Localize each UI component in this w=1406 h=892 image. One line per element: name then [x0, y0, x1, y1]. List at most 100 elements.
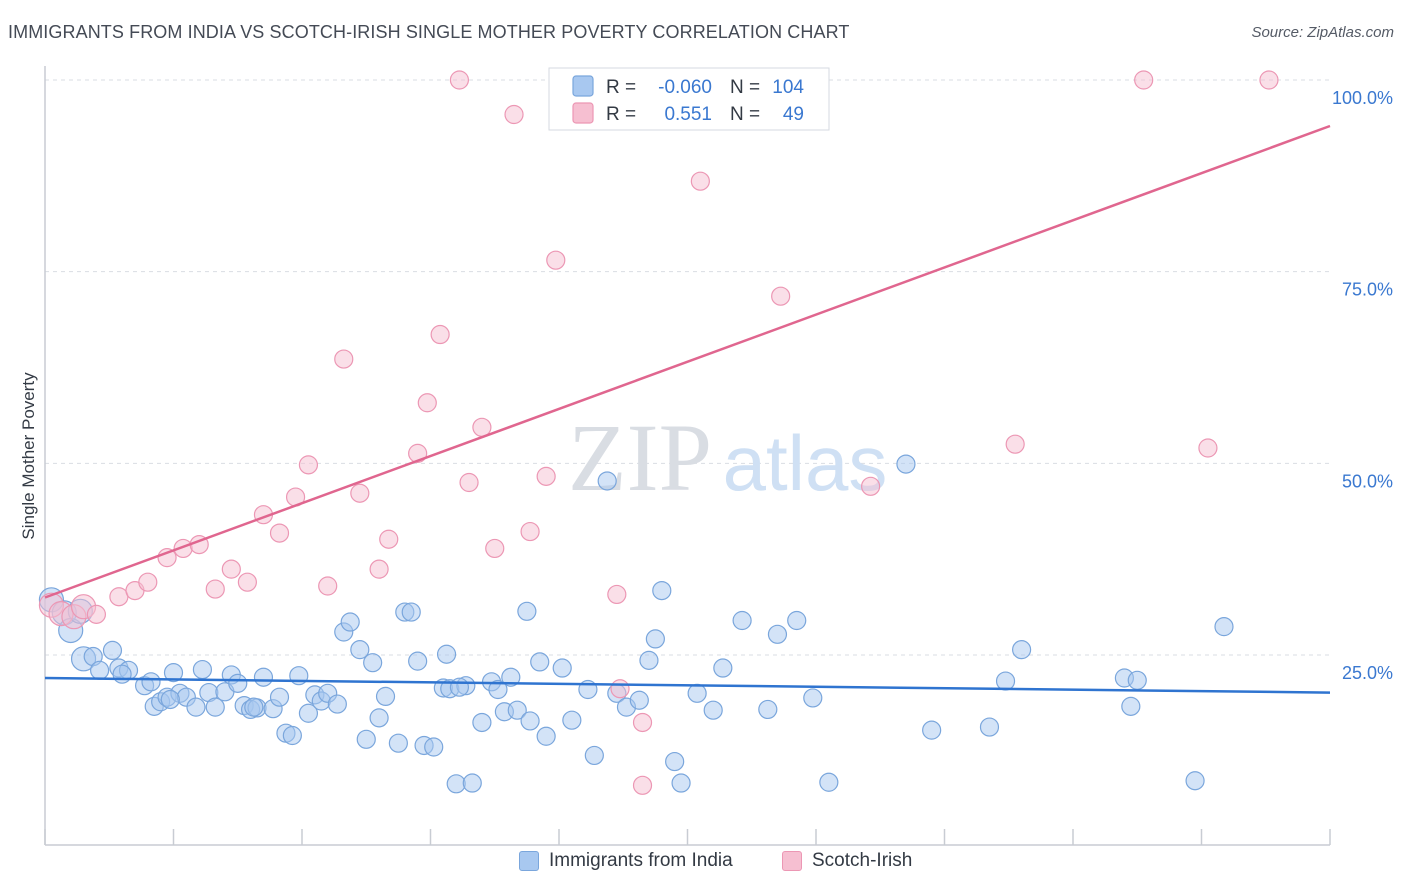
point-india: [369, 708, 389, 728]
point-india: [408, 651, 428, 671]
point-scotch-irish: [221, 559, 241, 579]
point-scotch-irish: [607, 584, 627, 605]
point-india: [424, 737, 444, 757]
point-scotch-irish: [504, 104, 524, 125]
y-axis-label: Single Mother Poverty: [19, 372, 38, 540]
series-scotch-irish-points: [38, 70, 1279, 795]
chart-title: IMMIGRANTS FROM INDIA VS SCOTCH-IRISH SI…: [8, 22, 850, 42]
point-india: [665, 751, 685, 772]
y-tick-label: 25.0%: [1342, 663, 1393, 683]
legend-item-india: Immigrants from India: [519, 850, 733, 872]
watermark-atlas: atlas: [723, 419, 888, 507]
point-scotch-irish: [632, 712, 653, 733]
legend-n-label-india: N =: [730, 77, 760, 98]
point-india: [652, 580, 672, 601]
point-scotch-irish: [520, 521, 540, 542]
point-india: [1011, 640, 1032, 660]
watermark: ZIP atlas: [568, 404, 887, 511]
legend-top: R = -0.060 N = 104 R = 0.551 N = 49: [548, 67, 830, 131]
legend-n-value-india: 104: [772, 77, 804, 98]
point-scotch-irish: [1198, 438, 1218, 458]
legend-r-value-scotch-irish: 0.551: [664, 104, 712, 125]
watermark-zip: ZIP: [568, 404, 712, 511]
y-tick-label: 50.0%: [1342, 471, 1393, 491]
point-india: [584, 745, 604, 766]
point-india: [520, 711, 540, 731]
point-scotch-irish: [449, 70, 470, 90]
point-india: [703, 700, 723, 720]
point-india: [1214, 617, 1234, 637]
point-india: [356, 729, 376, 749]
trendlines: [44, 124, 1331, 694]
trendline-scotch-irish: [44, 124, 1331, 599]
point-scotch-irish: [1005, 434, 1025, 454]
legend-bottom-swatch-scotch-irish: [782, 851, 802, 871]
point-india: [530, 652, 550, 672]
point-scotch-irish: [109, 587, 129, 607]
point-india: [803, 688, 823, 708]
point-india: [363, 653, 383, 673]
point-india: [1185, 771, 1205, 791]
legend-bottom: Immigrants from India Scotch-Irish: [0, 850, 1406, 878]
point-india: [102, 640, 123, 661]
point-india: [536, 726, 556, 746]
point-india: [896, 454, 916, 474]
point-india: [388, 733, 408, 753]
point-india: [507, 700, 527, 720]
point-india: [327, 694, 347, 714]
point-scotch-irish: [379, 529, 399, 549]
point-india: [141, 672, 161, 692]
point-india: [767, 624, 788, 644]
point-scotch-irish: [350, 483, 370, 503]
point-india: [787, 610, 807, 631]
point-india: [979, 717, 1000, 737]
legend-r-label-scotch-irish: R =: [606, 104, 636, 125]
point-india: [562, 710, 582, 730]
scatter-plot: ZIP atlas 25.0%50.0%75.0%100.0%0.0%40.0%…: [19, 66, 1393, 846]
trendline-india: [44, 676, 1331, 694]
point-india: [340, 612, 360, 632]
axes: [44, 66, 1331, 846]
point-india: [449, 677, 470, 697]
point-india: [228, 673, 248, 693]
point-india: [282, 725, 302, 746]
point-scotch-irish: [298, 455, 319, 475]
point-scotch-irish: [430, 324, 450, 345]
point-scotch-irish: [536, 466, 556, 486]
legend-item-scotch-irish: Scotch-Irish: [782, 850, 912, 872]
point-india: [629, 690, 649, 710]
point-scotch-irish: [459, 472, 479, 493]
point-india: [163, 663, 184, 683]
legend-r-label-india: R =: [606, 77, 636, 98]
legend-r-value-india: -0.060: [658, 77, 712, 98]
point-india: [192, 659, 213, 680]
point-scotch-irish: [417, 393, 437, 413]
point-scotch-irish: [334, 349, 354, 369]
point-india: [160, 689, 180, 710]
point-india: [517, 601, 537, 621]
legend-swatch-india: [572, 75, 594, 97]
point-india: [819, 772, 839, 792]
point-india: [350, 640, 370, 660]
point-scotch-irish: [861, 476, 881, 496]
y-tick-label: 75.0%: [1342, 280, 1393, 300]
point-india: [1121, 696, 1141, 716]
point-india: [758, 699, 778, 720]
point-india: [269, 687, 290, 707]
point-india: [995, 671, 1016, 691]
point-scotch-irish: [86, 604, 107, 624]
point-india: [472, 712, 492, 733]
point-scotch-irish: [1259, 70, 1279, 90]
point-scotch-irish: [632, 775, 653, 795]
point-india: [645, 629, 665, 649]
legend-n-value-scotch-irish: 49: [783, 104, 804, 125]
point-scotch-irish: [690, 171, 710, 191]
point-india: [375, 686, 396, 707]
point-india: [639, 650, 659, 670]
point-scotch-irish: [546, 250, 566, 270]
legend-top-box: [548, 67, 830, 131]
point-india: [401, 602, 421, 622]
point-india: [1127, 670, 1147, 690]
point-india: [253, 667, 274, 687]
tick-labels: 25.0%50.0%75.0%100.0%0.0%40.0%: [1332, 88, 1393, 683]
